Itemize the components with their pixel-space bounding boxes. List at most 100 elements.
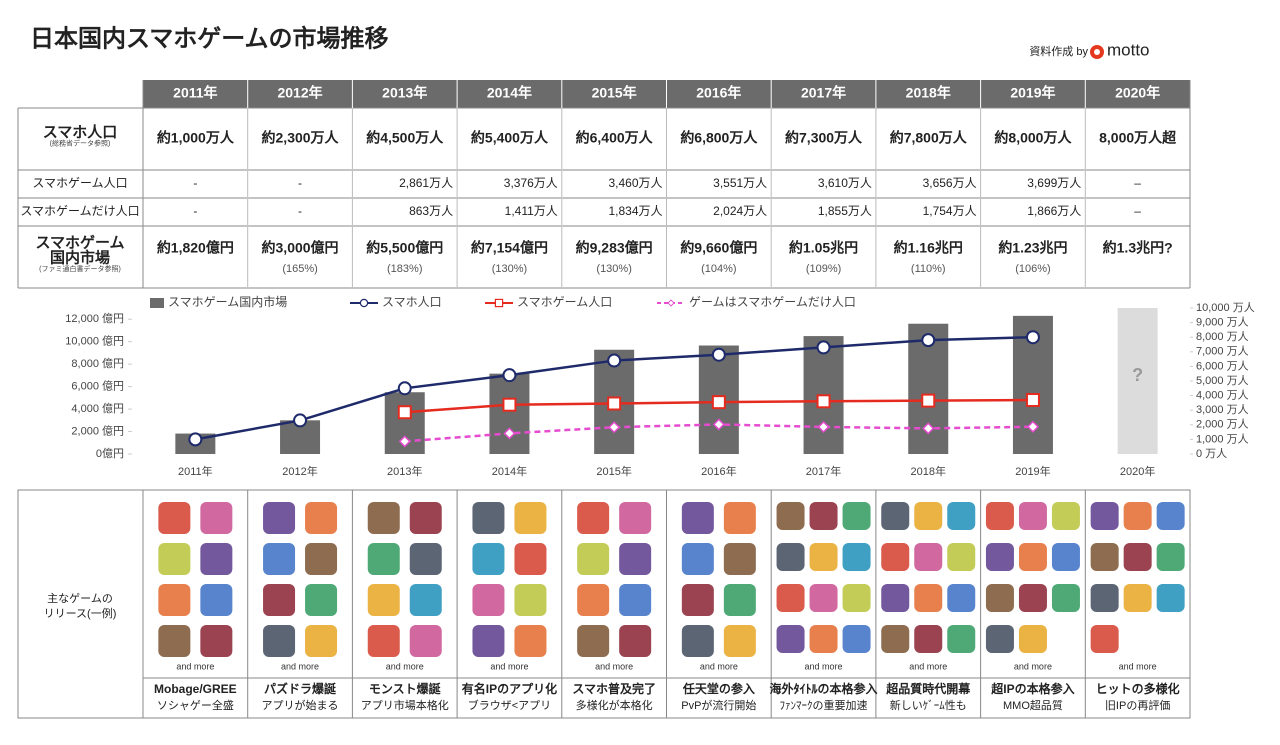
cell-value: – [1134, 176, 1141, 190]
cell-value: 約9,283億円 [576, 240, 653, 256]
release-subtitle: 旧IPの再評価 [1105, 698, 1170, 712]
legend-label: ゲームはスマホゲームだけ人口 [689, 295, 856, 309]
x-tick-label: 2011年 [178, 464, 213, 478]
game-icon [158, 543, 191, 575]
game-icon [842, 584, 871, 612]
game-icon [809, 502, 838, 530]
release-subtitle: アプリが始まる [262, 698, 339, 712]
year-header: 2017年 [801, 85, 846, 101]
cell-value: 約6,800万人 [680, 130, 758, 146]
game-icon [409, 502, 442, 534]
line-point [711, 347, 726, 362]
game-icon [723, 625, 756, 657]
game-icon [1090, 543, 1119, 571]
game-icon [1090, 584, 1119, 612]
y2-tick-label: 10,000 万人 [1196, 301, 1255, 314]
title: 日本国内スマホゲームの市場推移 [30, 24, 389, 52]
game-icon [842, 543, 871, 571]
game-icon [367, 584, 400, 616]
cell-value: 約1.3兆円? [1103, 240, 1173, 256]
logo: motto [1107, 40, 1150, 59]
game-icon [619, 502, 652, 534]
game-icon [1051, 502, 1080, 530]
cell-value: 約9,660億円 [680, 240, 757, 256]
game-icon [158, 584, 191, 616]
cell-value: - [193, 176, 197, 190]
y-tick-label: 4,000 億円 [71, 402, 124, 415]
y2-tick-label: 9,000 万人 [1196, 316, 1249, 329]
y2-tick-label: 3,000 万人 [1196, 403, 1249, 416]
x-tick-label: 2020年 [1120, 464, 1155, 478]
game-icon [367, 502, 400, 534]
cell-note: (109%) [806, 263, 841, 275]
game-icon [1051, 543, 1080, 571]
release-title: ヒットの多様化 [1096, 681, 1180, 696]
cell-value: 約3,000億円 [262, 240, 339, 256]
y-tick-label: 8,000 億円 [71, 357, 124, 370]
game-icon [723, 543, 756, 575]
y2-tick-label: 6,000 万人 [1196, 359, 1249, 372]
cell-value: 約8,000万人 [994, 130, 1072, 146]
cell-value: 1,866万人 [1027, 204, 1081, 218]
and-more: and more [1119, 661, 1157, 671]
line-point [502, 368, 517, 383]
y-tick-label: 12,000 億円 [65, 312, 124, 325]
release-title: Mobage/GREE [154, 682, 237, 696]
logo-mark-hole [1094, 49, 1100, 55]
legend-marker [667, 299, 675, 307]
x-tick-label: 2013年 [387, 464, 422, 478]
and-more: and more [909, 661, 947, 671]
x-tick-label: 2019年 [1015, 464, 1050, 478]
release-title: 海外ﾀｲﾄﾙの本格参入 [770, 681, 878, 696]
game-icon [577, 543, 610, 575]
y2-tick-label: 0 万人 [1196, 447, 1227, 460]
cell-value: 863万人 [409, 204, 453, 218]
release-label: 主なゲームの [47, 592, 113, 605]
row-label: スマホゲームだけ人口 [20, 204, 139, 218]
line-point [1026, 420, 1040, 433]
year-header: 2014年 [487, 85, 532, 101]
game-icon [723, 584, 756, 616]
year-header: 2011年 [173, 85, 217, 101]
game-icon [200, 584, 233, 616]
bar [1117, 308, 1158, 454]
and-more: and more [176, 661, 214, 671]
legend-swatch [150, 298, 164, 308]
game-icon [842, 625, 871, 653]
line-point [188, 432, 203, 447]
cell-value: 3,610万人 [818, 176, 872, 190]
line-point [711, 395, 726, 410]
line-point [608, 421, 621, 434]
y-tick-label: 6,000 億円 [71, 380, 124, 393]
game-icon [681, 625, 714, 657]
game-icon [472, 625, 505, 657]
game-icon [1018, 543, 1047, 571]
cell-value: 約1.23兆円 [998, 240, 1067, 256]
game-icon [914, 625, 943, 653]
cell-note: (130%) [492, 263, 527, 275]
release-subtitle: MMO超品質 [1003, 698, 1063, 712]
cell-value: 約4,500万人 [366, 130, 444, 146]
line-point [293, 413, 308, 428]
release-subtitle: ﾌｧﾝﾏｰｸの重要加速 [780, 698, 868, 712]
game-icon [1123, 543, 1152, 571]
game-icon [947, 625, 976, 653]
release-title: 有名IPのアプリ化 [462, 681, 557, 696]
game-icon [776, 625, 805, 653]
release-subtitle: 多様化が本格化 [576, 698, 653, 712]
line-point [503, 427, 516, 440]
game-icon [305, 502, 338, 534]
legend-marker [359, 298, 369, 308]
game-icon [681, 543, 714, 575]
cell-note: (104%) [701, 263, 736, 275]
cell-value: 約7,300万人 [785, 130, 863, 146]
release-subtitle: PvPが流行開始 [681, 698, 756, 712]
bar [489, 373, 530, 454]
legend-label: スマホゲーム国内市場 [168, 294, 287, 309]
cell-note: (106%) [1015, 263, 1050, 275]
game-icon [263, 502, 296, 534]
line-point [397, 381, 412, 396]
game-icon [158, 502, 191, 534]
row-label: スマホゲーム [35, 233, 124, 251]
